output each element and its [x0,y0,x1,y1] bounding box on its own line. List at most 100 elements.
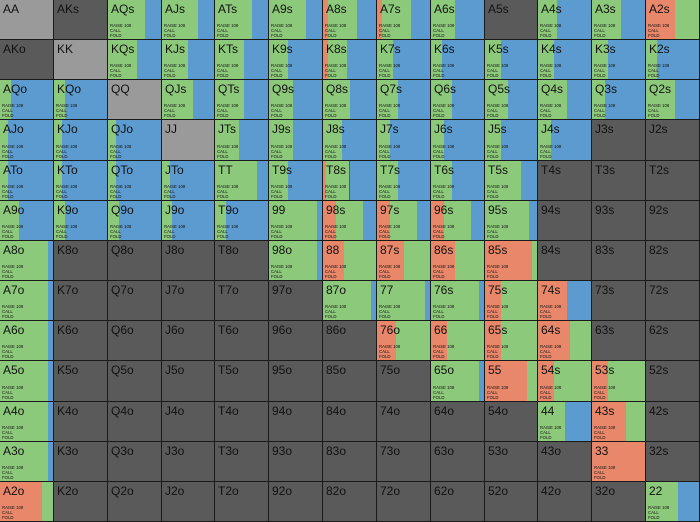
hand-cell-T8o[interactable]: T8o [215,241,269,281]
hand-cell-96o[interactable]: 96o [269,321,323,361]
hand-cell-J3s[interactable]: J3s [592,120,646,161]
hand-cell-87s[interactable]: 87s RAISE 108 CALL FOLD [377,241,431,281]
hand-cell-A9o[interactable]: A9o RAISE 108 CALL FOLD [0,201,54,241]
hand-cell-AQo[interactable]: AQo RAISE 108 CALL FOLD [0,80,54,120]
hand-cell-T2o[interactable]: T2o [215,482,269,522]
hand-cell-97o[interactable]: 97o [269,281,323,321]
hand-cell-KQo[interactable]: KQo RAISE 108 CALL FOLD [54,80,108,120]
hand-cell-32o[interactable]: 32o [592,482,646,522]
hand-cell-J7o[interactable]: J7o [162,281,215,321]
hand-cell-QJo[interactable]: QJo RAISE 108 CALL FOLD [108,120,162,161]
hand-cell-72s[interactable]: 72s [646,281,700,321]
hand-cell-K4s[interactable]: K4s RAISE 108 CALL FOLD [538,40,592,80]
hand-cell-43o[interactable]: 43o [538,442,592,482]
hand-cell-86o[interactable]: 86o [323,321,377,361]
hand-cell-63s[interactable]: 63s [592,321,646,361]
hand-cell-K7o[interactable]: K7o [54,281,108,321]
hand-cell-K5s[interactable]: K5s RAISE 108 CALL FOLD [485,40,538,80]
hand-cell-42s[interactable]: 42s [646,402,700,442]
hand-cell-KJs[interactable]: KJs RAISE 108 CALL FOLD [162,40,215,80]
hand-cell-QTs[interactable]: QTs RAISE 108 CALL FOLD [215,80,269,120]
hand-cell-Q3s[interactable]: Q3s RAISE 108 CALL FOLD [592,80,646,120]
hand-cell-83s[interactable]: 83s [592,241,646,281]
hand-cell-J2o[interactable]: J2o [162,482,215,522]
hand-cell-74s[interactable]: 74s RAISE 108 CALL FOLD [538,281,592,321]
hand-cell-K4o[interactable]: K4o [54,402,108,442]
hand-cell-86s[interactable]: 86s RAISE 108 CALL FOLD [431,241,485,281]
hand-cell-Q9s[interactable]: Q9s RAISE 108 CALL FOLD [269,80,323,120]
hand-cell-Q7s[interactable]: Q7s RAISE 108 CALL FOLD [377,80,431,120]
hand-cell-92o[interactable]: 92o [269,482,323,522]
hand-cell-52o[interactable]: 52o [485,482,538,522]
hand-cell-T9s[interactable]: T9s RAISE 108 CALL FOLD [269,161,323,201]
hand-cell-JTs[interactable]: JTs RAISE 108 CALL FOLD [215,120,269,161]
hand-cell-65s[interactable]: 65s RAISE 108 CALL FOLD [485,321,538,361]
hand-cell-K6s[interactable]: K6s RAISE 108 CALL FOLD [431,40,485,80]
hand-cell-Q6s[interactable]: Q6s RAISE 108 CALL FOLD [431,80,485,120]
hand-cell-J5o[interactable]: J5o [162,361,215,402]
hand-cell-54s[interactable]: 54s RAISE 108 CALL FOLD [538,361,592,402]
hand-cell-T7o[interactable]: T7o [215,281,269,321]
hand-cell-93s[interactable]: 93s [592,201,646,241]
hand-cell-87o[interactable]: 87o RAISE 108 CALL FOLD [323,281,377,321]
hand-cell-62o[interactable]: 62o [431,482,485,522]
hand-cell-85s[interactable]: 85s RAISE 108 CALL FOLD [485,241,538,281]
hand-cell-AJs[interactable]: AJs RAISE 108 CALL FOLD [162,0,215,40]
hand-cell-33[interactable]: 33 RAISE 108 CALL FOLD [592,442,646,482]
hand-cell-75o[interactable]: 75o [377,361,431,402]
hand-cell-A9s[interactable]: A9s RAISE 108 CALL FOLD [269,0,323,40]
hand-cell-73s[interactable]: 73s [592,281,646,321]
hand-cell-A4o[interactable]: A4o RAISE 108 CALL FOLD [0,402,54,442]
hand-cell-KQs[interactable]: KQs RAISE 108 CALL FOLD [108,40,162,80]
hand-cell-T6o[interactable]: T6o [215,321,269,361]
hand-cell-K6o[interactable]: K6o [54,321,108,361]
hand-cell-74o[interactable]: 74o [377,402,431,442]
hand-cell-QTo[interactable]: QTo RAISE 108 CALL FOLD [108,161,162,201]
hand-cell-J6s[interactable]: J6s RAISE 108 CALL FOLD [431,120,485,161]
hand-cell-TT[interactable]: TT RAISE 108 CALL FOLD [215,161,269,201]
hand-cell-JTo[interactable]: JTo RAISE 108 CALL FOLD [162,161,215,201]
hand-cell-AKo[interactable]: AKo [0,40,54,80]
hand-cell-53s[interactable]: 53s RAISE 108 CALL FOLD [592,361,646,402]
hand-cell-73o[interactable]: 73o [377,442,431,482]
hand-cell-T4o[interactable]: T4o [215,402,269,442]
hand-cell-T8s[interactable]: T8s RAISE 108 CALL FOLD [323,161,377,201]
hand-cell-54o[interactable]: 54o [485,402,538,442]
hand-cell-T6s[interactable]: T6s RAISE 108 CALL FOLD [431,161,485,201]
hand-cell-AKs[interactable]: AKs [54,0,108,40]
hand-cell-A8o[interactable]: A8o RAISE 108 CALL FOLD [0,241,54,281]
hand-cell-K3o[interactable]: K3o [54,442,108,482]
hand-cell-55[interactable]: 55 RAISE 108 CALL FOLD [485,361,538,402]
hand-cell-KTs[interactable]: KTs RAISE 108 CALL FOLD [215,40,269,80]
hand-cell-Q5s[interactable]: Q5s RAISE 108 CALL FOLD [485,80,538,120]
hand-cell-KJo[interactable]: KJo RAISE 108 CALL FOLD [54,120,108,161]
hand-cell-J3o[interactable]: J3o [162,442,215,482]
hand-cell-Q2s[interactable]: Q2s RAISE 108 CALL FOLD [646,80,700,120]
hand-cell-A8s[interactable]: A8s RAISE 108 CALL FOLD [323,0,377,40]
hand-cell-QJs[interactable]: QJs RAISE 108 CALL FOLD [162,80,215,120]
hand-cell-82s[interactable]: 82s [646,241,700,281]
hand-cell-Q2o[interactable]: Q2o [108,482,162,522]
hand-cell-J9s[interactable]: J9s RAISE 108 CALL FOLD [269,120,323,161]
hand-cell-A4s[interactable]: A4s RAISE 108 CALL FOLD [538,0,592,40]
hand-cell-43s[interactable]: 43s RAISE 108 CALL FOLD [592,402,646,442]
hand-cell-A7s[interactable]: A7s RAISE 108 CALL FOLD [377,0,431,40]
hand-cell-K8s[interactable]: K8s RAISE 108 CALL FOLD [323,40,377,80]
hand-cell-AQs[interactable]: AQs RAISE 108 CALL FOLD [108,0,162,40]
hand-cell-93o[interactable]: 93o [269,442,323,482]
hand-cell-A2s[interactable]: A2s RAISE 108 CALL FOLD [646,0,700,40]
hand-cell-K7s[interactable]: K7s RAISE 108 CALL FOLD [377,40,431,80]
hand-cell-A6s[interactable]: A6s RAISE 108 CALL FOLD [431,0,485,40]
hand-cell-Q6o[interactable]: Q6o [108,321,162,361]
hand-cell-J5s[interactable]: J5s RAISE 108 CALL FOLD [485,120,538,161]
hand-cell-K2s[interactable]: K2s RAISE 108 CALL FOLD [646,40,700,80]
hand-cell-64s[interactable]: 64s RAISE 108 CALL FOLD [538,321,592,361]
hand-cell-K9s[interactable]: K9s RAISE 108 CALL FOLD [269,40,323,80]
hand-cell-42o[interactable]: 42o [538,482,592,522]
hand-cell-Q7o[interactable]: Q7o [108,281,162,321]
hand-cell-95s[interactable]: 95s RAISE 108 CALL FOLD [485,201,538,241]
hand-cell-ATs[interactable]: ATs RAISE 108 CALL FOLD [215,0,269,40]
hand-cell-84o[interactable]: 84o [323,402,377,442]
hand-cell-K2o[interactable]: K2o [54,482,108,522]
hand-cell-Q8o[interactable]: Q8o [108,241,162,281]
